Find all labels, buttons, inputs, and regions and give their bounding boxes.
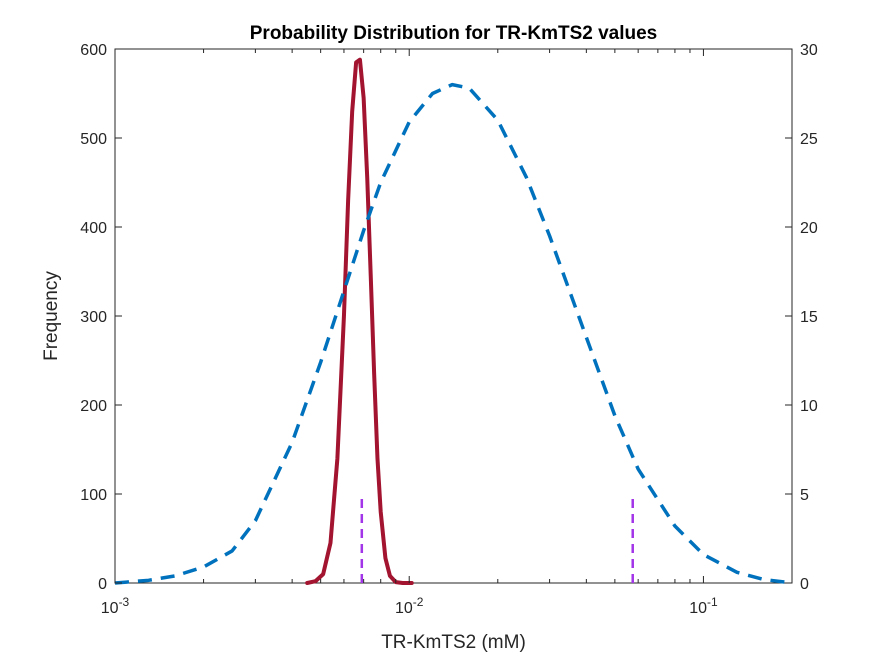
right-y-tick-label: 5 [800,487,809,504]
x-tick-exponent: -2 [413,595,424,609]
chart-title: Probability Distribution for TR-KmTS2 va… [250,23,658,44]
x-tick-base: 10 [101,600,119,617]
dashed-distribution-curve [114,82,793,585]
left-y-tick-label: 400 [80,220,107,237]
right-y-tick-label: 20 [800,220,818,237]
x-tick-label: 10-2 [395,595,424,617]
left-y-tick-label: 500 [80,131,107,148]
right-y-tick-label: 25 [800,131,818,148]
x-tick-exponent: -1 [707,595,718,609]
left-y-tick-label: 100 [80,487,107,504]
left-y-tick-label: 300 [80,309,107,326]
right-y-tick-label: 15 [800,309,818,326]
x-tick-base: 10 [395,600,413,617]
x-tick-exponent: -3 [119,595,130,609]
x-tick-base: 10 [689,600,707,617]
plot-area [114,48,793,585]
x-axis: 10-3 10-2 10-1 [101,49,793,617]
x-tick-label: 10-3 [101,595,130,617]
series-layer [114,57,793,585]
right-y-tick-label: 30 [800,42,818,59]
plot-box [114,48,793,584]
x-axis-label: TR-KmTS2 (mM) [381,632,526,653]
right-y-tick-label: 0 [800,576,809,593]
left-y-tick-label: 200 [80,398,107,415]
right-axis: 0 5 10 15 20 25 30 [785,42,818,593]
right-y-tick-label: 10 [800,398,818,415]
left-y-tick-label: 600 [80,42,107,59]
y-axis-label: Frequency [41,271,62,361]
left-axis: 0 100 200 300 400 500 600 [80,42,122,593]
solid-distribution-curve [305,57,414,585]
x-tick-label: 10-1 [689,595,718,617]
left-y-tick-label: 0 [98,576,107,593]
